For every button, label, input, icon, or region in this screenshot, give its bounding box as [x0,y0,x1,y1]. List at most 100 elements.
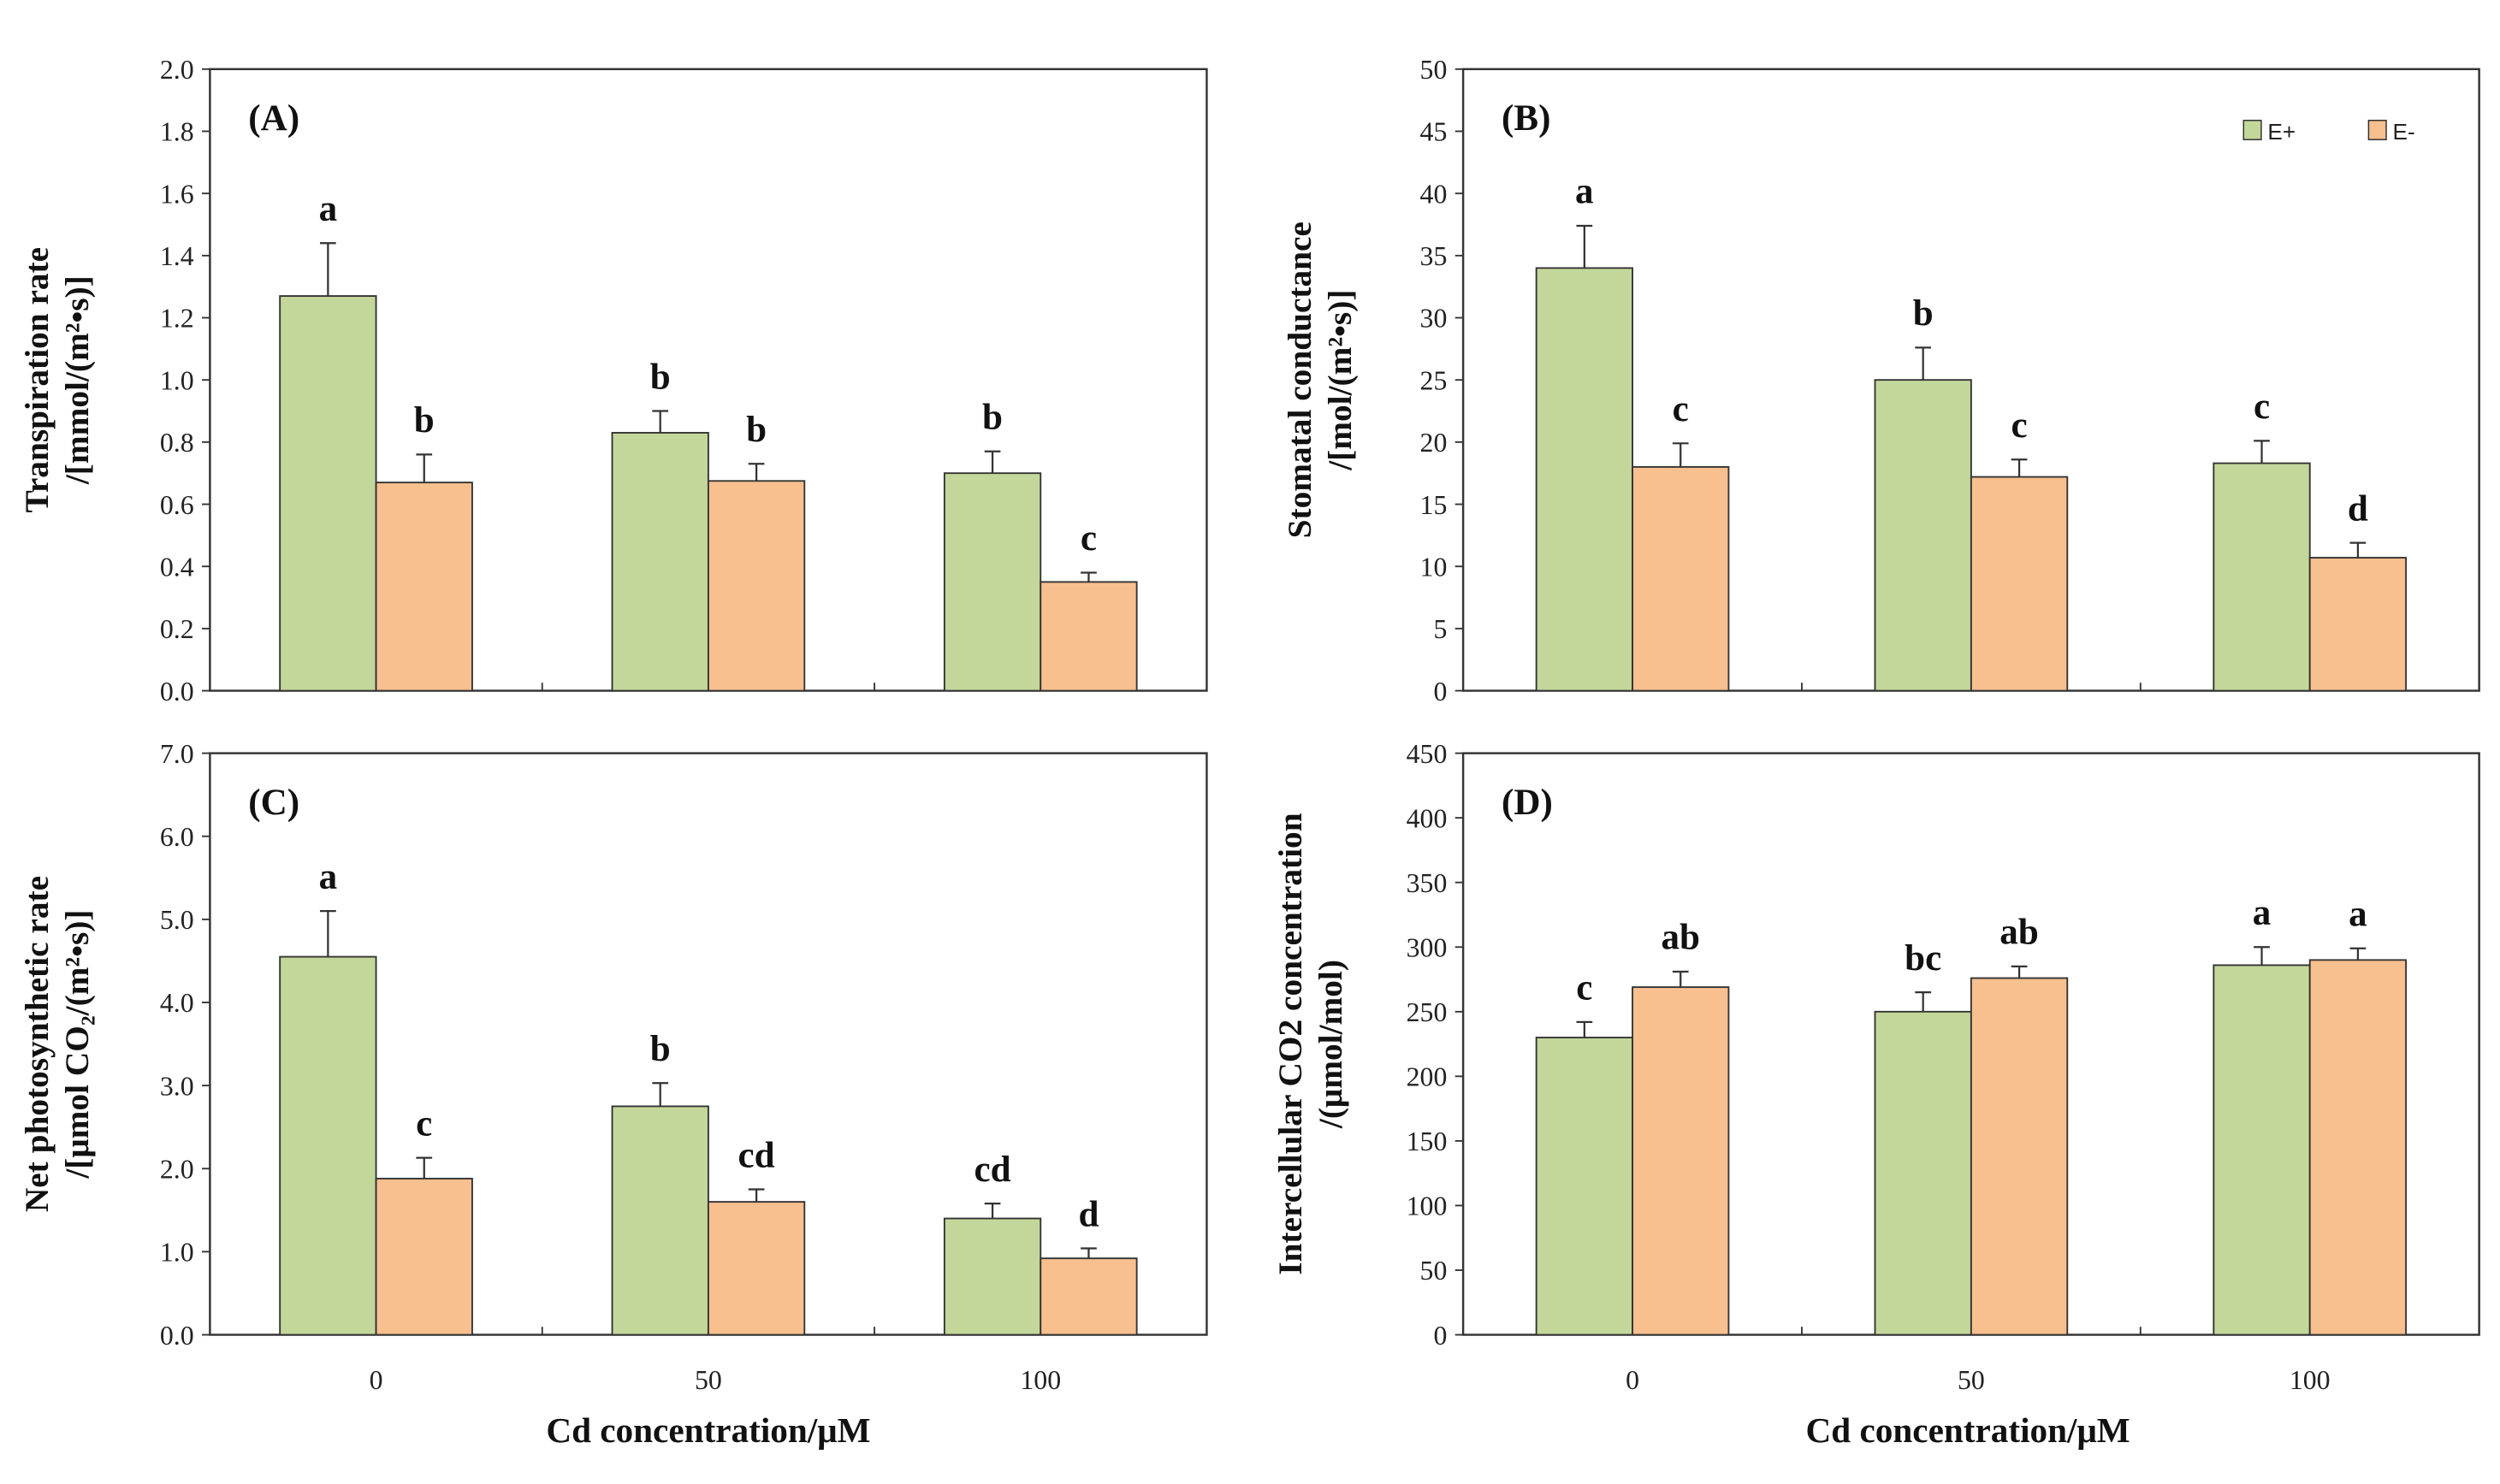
y-tick-label: 150 [1407,1126,1448,1156]
bar-e-minus [375,482,473,692]
bar-e-minus [1040,1257,1138,1336]
y-tick-label: 400 [1407,803,1448,833]
bar-e-plus [1874,379,1972,692]
bar-e-plus [1535,267,1633,692]
bar-e-minus [1970,977,2069,1336]
significance-letter: b [1913,293,1934,334]
panel-label: (B) [1502,98,1550,139]
x-tick-label: 0 [1626,1365,1639,1395]
legend-label: E- [2393,119,2415,145]
bar-e-minus [1040,581,1138,692]
bar-e-plus [1874,1010,1972,1336]
y-tick-label: 6.0 [160,822,194,852]
y-tick-label: 50 [1420,1256,1448,1286]
significance-letter: b [982,398,1003,438]
bar-e-plus [943,1217,1042,1336]
y-tick-label: 350 [1407,868,1448,898]
significance-letter: c [416,1103,432,1144]
bar-e-plus [611,1105,709,1336]
y-axis-label: Net photosynthetic rate [18,876,56,1212]
y-tick-label: 50 [1420,55,1448,85]
y-axis-label: /[μmol CO₂/(m²•s)] [58,910,96,1180]
bar-e-minus [707,480,806,692]
significance-letter: a [1575,172,1594,212]
y-tick-label: 10 [1420,552,1448,582]
y-axis-label: Intercellular CO2 concentration [1271,813,1309,1274]
legend-label: E+ [2267,119,2296,145]
y-tick-label: 100 [1407,1191,1448,1221]
y-tick-label: 200 [1407,1062,1448,1092]
y-tick-label: 7.0 [160,739,194,769]
bar-e-minus [375,1177,473,1336]
panel-label: (A) [248,98,299,139]
y-tick-label: 1.8 [160,117,194,147]
x-tick-label: 0 [370,1365,383,1395]
significance-letter: d [1078,1194,1099,1234]
y-tick-label: 5.0 [160,905,194,935]
significance-letter: b [650,1029,671,1069]
panel-label: (C) [248,783,299,823]
y-axis-label: /(μmol/mol) [1312,960,1349,1129]
bar-e-plus [2213,462,2311,692]
significance-letter: c [1081,518,1097,559]
significance-letter: cd [738,1135,775,1175]
chart-panel-a: 0.0 0.2 0.4 0.6 0.8 1.0 1.2 1.4 1.6 1.8 2.0 Transpi… [18,55,1208,707]
significance-letter: b [650,357,671,397]
bar-e-minus [707,1201,806,1336]
significance-letter: ab [1661,918,1700,958]
y-tick-label: 2.0 [160,1155,194,1185]
y-tick-label: 15 [1420,490,1448,520]
y-tick-label: 0.0 [160,1321,194,1351]
significance-letter: a [319,857,338,897]
y-tick-label: 45 [1420,117,1448,147]
significance-letter: bc [1905,938,1941,978]
chart-panel-b: 0 5 10 15 20 25 30 35 40 45 50 Stomatal conductance… [1281,55,2480,707]
bar-e-minus [2308,557,2408,692]
x-tick-label: 100 [1020,1365,1061,1395]
y-tick-label: 2.0 [160,55,194,85]
x-tick-label: 50 [695,1365,722,1395]
y-tick-label: 450 [1407,739,1448,769]
y-tick-label: 1.6 [160,179,194,209]
significance-letter: c [1673,389,1689,429]
significance-letter: c [2254,387,2270,427]
bar-e-plus [943,472,1042,692]
significance-letter: a [319,189,338,229]
y-tick-label: 300 [1407,932,1448,962]
y-tick-label: 1.0 [160,1238,194,1268]
x-tick-label: 100 [2290,1365,2331,1395]
y-tick-label: 30 [1420,304,1448,334]
y-tick-label: 0.8 [160,428,194,458]
bar-e-minus [1632,986,1730,1336]
significance-letter: c [2011,405,2028,446]
bar-e-minus [1632,465,1730,692]
y-tick-label: 4.0 [160,988,194,1018]
y-tick-label: 250 [1407,997,1448,1027]
y-tick-label: 0.0 [160,677,194,707]
bar-e-plus [1535,1037,1633,1336]
y-tick-label: 0.4 [160,552,194,582]
y-tick-label: 5 [1433,614,1447,644]
y-axis-label: /[mmol/(m²•s)] [58,275,96,485]
significance-letter: a [2253,893,2272,933]
y-tick-label: 40 [1420,179,1448,209]
y-tick-label: 3.0 [160,1071,194,1101]
bar-e-minus [1970,476,2069,692]
y-tick-label: 0 [1433,1321,1447,1351]
bar-e-plus [279,955,377,1336]
significance-letter: d [2348,488,2368,529]
significance-letter: cd [975,1150,1011,1190]
bar-e-minus [2308,959,2408,1336]
significance-letter: b [414,400,435,440]
bar-e-plus [279,295,377,692]
y-tick-label: 35 [1420,241,1448,271]
y-axis-label: /[mol/(m²•s)] [1321,290,1359,471]
y-tick-label: 20 [1420,428,1448,458]
y-tick-label: 0.2 [160,614,194,644]
y-tick-label: 25 [1420,365,1448,395]
bar-e-plus [611,432,709,692]
legend-swatch [2242,119,2262,140]
x-tick-label: 50 [1958,1365,1985,1395]
y-tick-label: 1.0 [160,365,194,395]
